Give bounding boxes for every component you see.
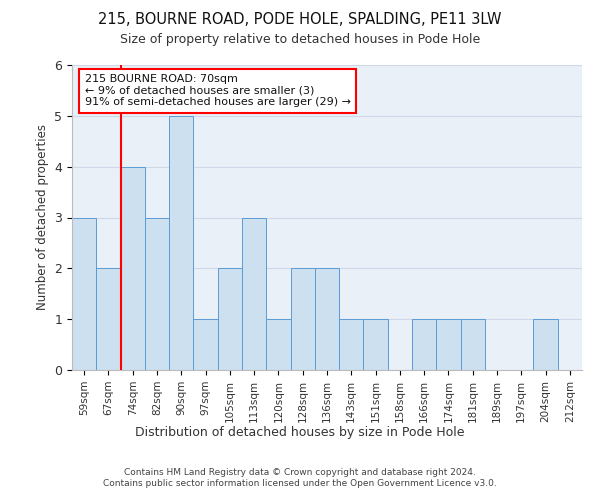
Bar <box>72 218 96 370</box>
Bar <box>96 268 121 370</box>
Bar <box>218 268 242 370</box>
Text: Contains HM Land Registry data © Crown copyright and database right 2024.
Contai: Contains HM Land Registry data © Crown c… <box>103 468 497 487</box>
Bar <box>364 319 388 370</box>
Bar <box>412 319 436 370</box>
Text: Distribution of detached houses by size in Pode Hole: Distribution of detached houses by size … <box>135 426 465 439</box>
Bar <box>315 268 339 370</box>
Text: 215 BOURNE ROAD: 70sqm
← 9% of detached houses are smaller (3)
91% of semi-detac: 215 BOURNE ROAD: 70sqm ← 9% of detached … <box>85 74 350 108</box>
Bar <box>533 319 558 370</box>
Bar <box>145 218 169 370</box>
Bar <box>169 116 193 370</box>
Text: Size of property relative to detached houses in Pode Hole: Size of property relative to detached ho… <box>120 32 480 46</box>
Bar <box>461 319 485 370</box>
Bar <box>339 319 364 370</box>
Bar <box>290 268 315 370</box>
Bar <box>436 319 461 370</box>
Bar <box>193 319 218 370</box>
Text: 215, BOURNE ROAD, PODE HOLE, SPALDING, PE11 3LW: 215, BOURNE ROAD, PODE HOLE, SPALDING, P… <box>98 12 502 28</box>
Bar <box>266 319 290 370</box>
Y-axis label: Number of detached properties: Number of detached properties <box>36 124 49 310</box>
Bar <box>121 166 145 370</box>
Bar <box>242 218 266 370</box>
